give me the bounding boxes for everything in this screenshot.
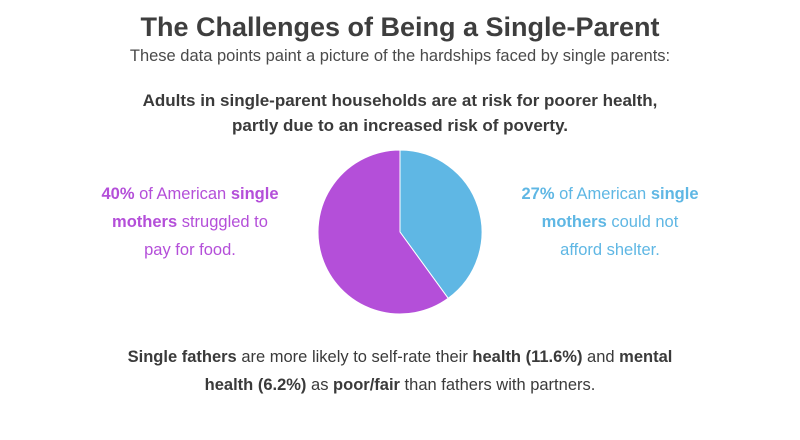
footer-text-2: and: [582, 348, 620, 366]
stat-food-value: 40%: [101, 185, 135, 203]
stat-food-line-1: 40% of American single: [85, 180, 295, 208]
footer-bold-health: health (11.6%): [472, 348, 583, 366]
pie-slice-0: [399, 149, 483, 300]
stat-food-line-2: mothers struggled to: [85, 208, 295, 236]
stat-food-bold-mothers: mothers: [112, 213, 178, 231]
stat-shelter-text: of American: [554, 185, 651, 203]
footer-note: Single fathers are more likely to self-r…: [0, 343, 800, 399]
footer-bold-poor-fair: poor/fair: [333, 376, 400, 394]
footer-bold-mental-health: health (6.2%): [204, 376, 307, 394]
headline: Adults in single-parent households are a…: [0, 88, 800, 138]
stat-shelter-line-3: afford shelter.: [560, 241, 660, 259]
stat-shelter-value: 27%: [521, 185, 555, 203]
pie-slice-1: [317, 149, 449, 315]
headline-line-2: partly due to an increased risk of pover…: [231, 116, 568, 135]
stat-shelter-bold-single: single: [650, 185, 699, 203]
footer-line-1: Single fathers are more likely to self-r…: [0, 343, 800, 371]
stat-shelter-line-1: 27% of American single: [505, 180, 715, 208]
stat-food-bold-single: single: [230, 185, 279, 203]
footer-line-2: health (6.2%) as poor/fair than fathers …: [0, 371, 800, 399]
headline-line-1: Adults in single-parent households are a…: [142, 91, 658, 110]
footer-text-4: than fathers with partners.: [399, 376, 596, 394]
footer-bold-single-fathers: Single fathers: [127, 348, 237, 366]
stat-shelter-line-2: mothers could not: [505, 208, 715, 236]
footer-text-3: as: [306, 376, 334, 394]
pie-chart: [317, 149, 483, 315]
stat-food-text: of American: [134, 185, 231, 203]
page-title: The Challenges of Being a Single-Parent: [140, 12, 660, 42]
footer-text-1: are more likely to self-rate their: [236, 348, 473, 366]
footer-bold-mental: mental: [619, 348, 673, 366]
stat-shelter-text-2: could not: [606, 213, 679, 231]
page-subtitle: These data points paint a picture of the…: [129, 47, 671, 65]
stat-food-text-2: struggled to: [177, 213, 268, 231]
stat-shelter-bold-mothers: mothers: [541, 213, 607, 231]
stat-shelter: 27% of American single mothers could not…: [505, 180, 715, 264]
stat-food-line-3: pay for food.: [144, 241, 236, 259]
stat-food: 40% of American single mothers struggled…: [85, 180, 295, 264]
